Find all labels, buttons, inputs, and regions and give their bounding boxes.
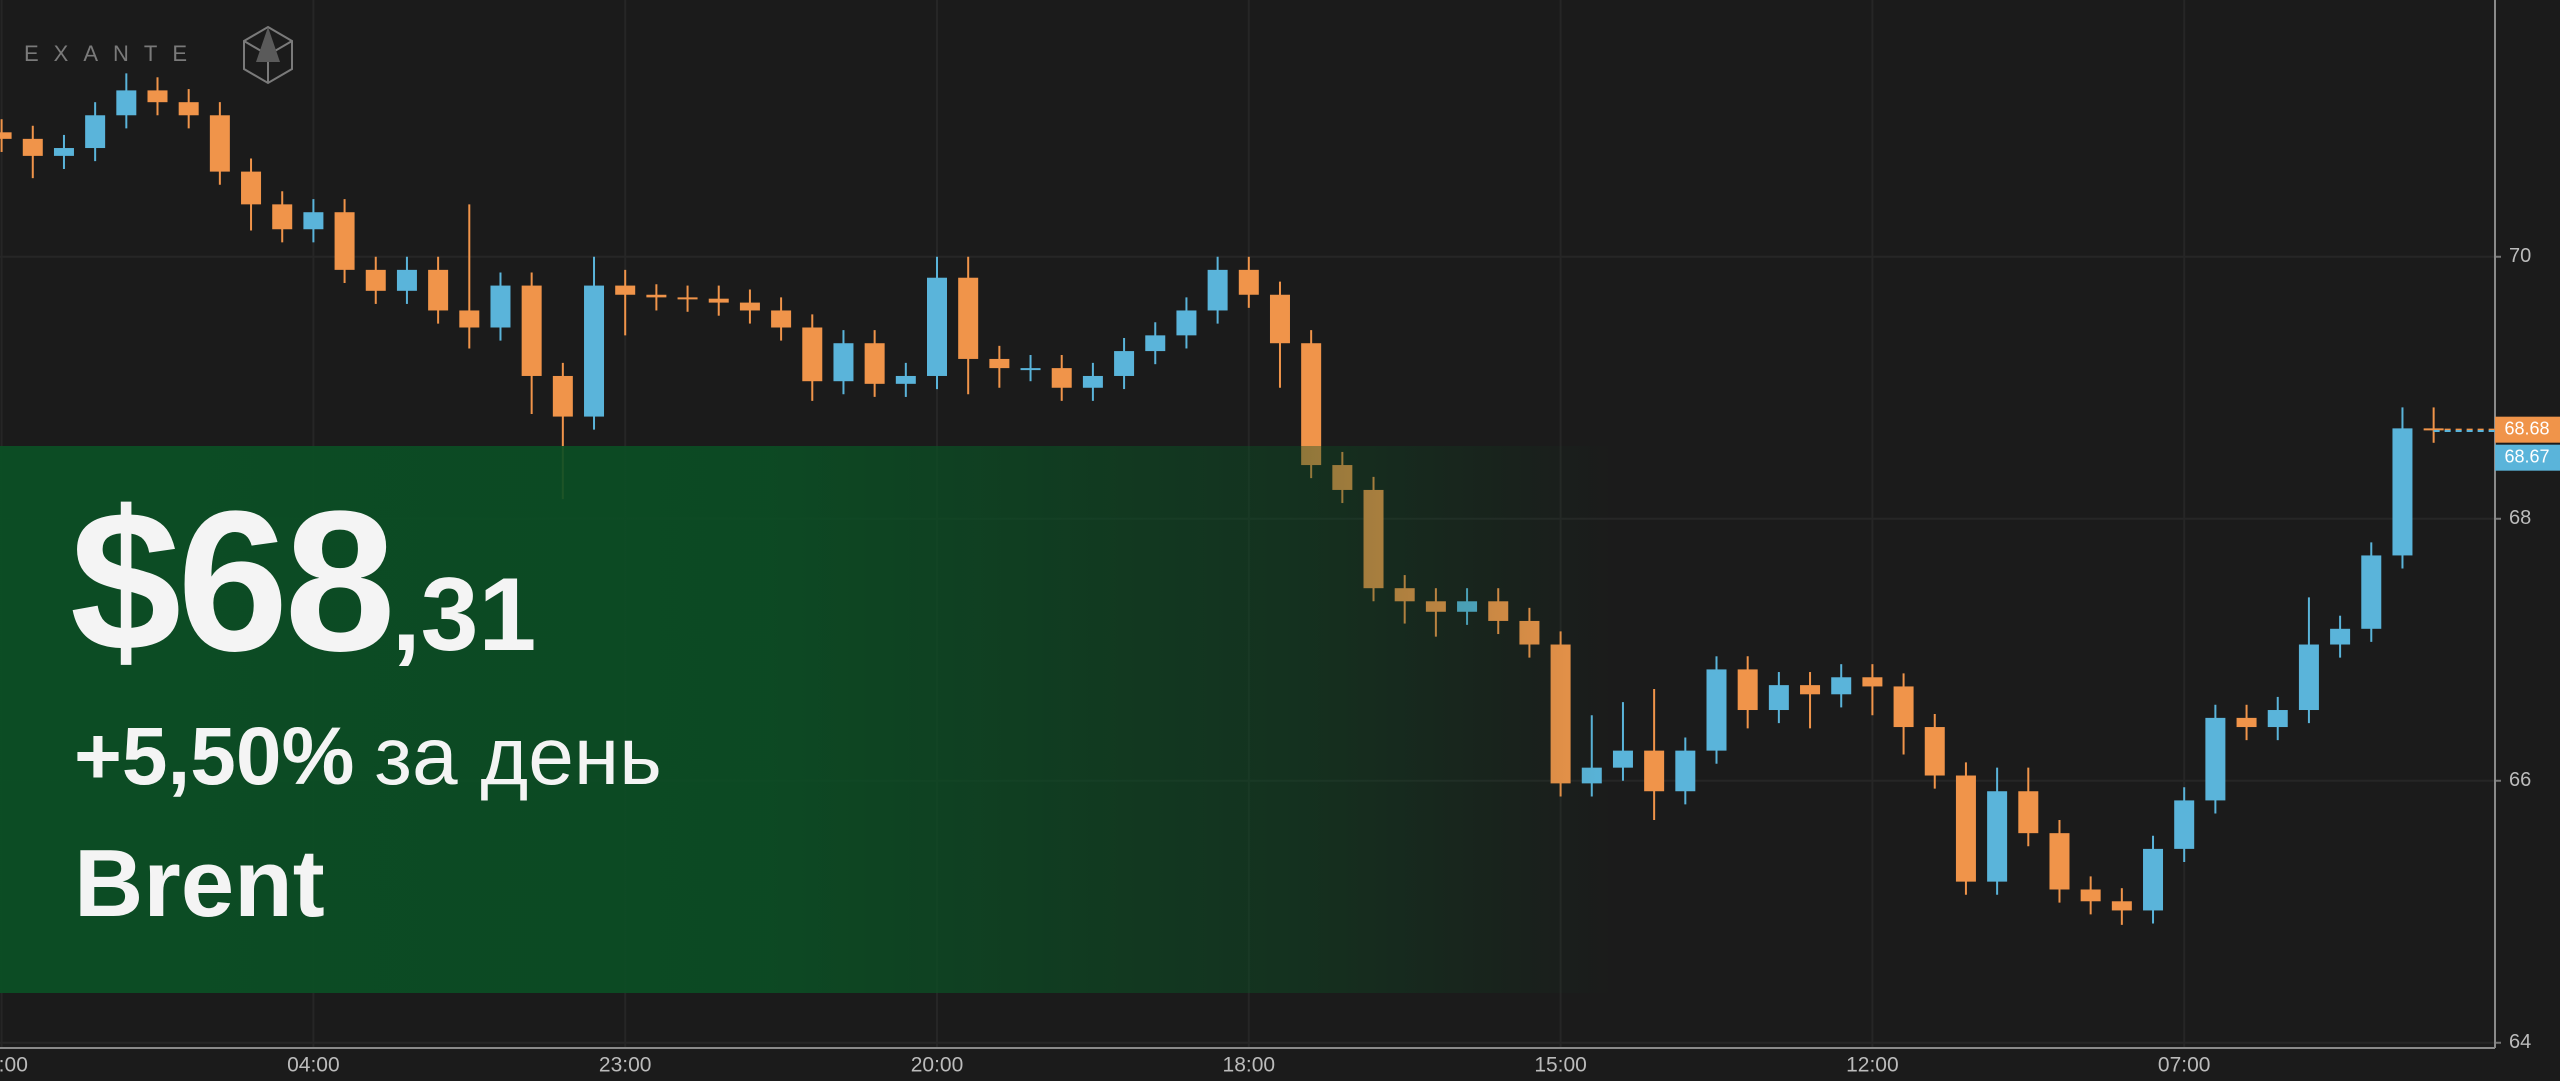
candle-body <box>0 132 12 139</box>
instrument: Brent <box>74 830 325 937</box>
y-tick-label: 70 <box>2509 245 2531 267</box>
candle-body <box>303 212 324 230</box>
candle-body <box>1051 368 1072 388</box>
candle-body <box>584 285 605 417</box>
candle-body <box>1301 343 1322 466</box>
x-tick-label: 07:00 <box>2158 1054 2211 1077</box>
candle-body <box>1114 351 1135 376</box>
candle-body <box>895 375 916 384</box>
x-tick-label: 04:00 <box>287 1054 340 1077</box>
candle-body <box>116 90 137 116</box>
candle-body <box>365 269 386 291</box>
candle-body <box>1020 368 1041 371</box>
x-tick-label: 00:00 <box>0 1054 28 1077</box>
candle-body <box>864 343 885 384</box>
candle-body <box>802 327 823 382</box>
change: +5,50% за день <box>74 716 662 798</box>
candle-body <box>646 294 667 298</box>
candle-body <box>428 269 449 311</box>
candle-body <box>147 90 168 103</box>
candle-body <box>615 285 636 295</box>
candle-body <box>1238 269 1259 295</box>
price-main: $68 <box>70 470 396 693</box>
candle-body <box>1176 310 1197 336</box>
x-tick-label: 20:00 <box>911 1054 964 1077</box>
change-suffix: за день <box>374 711 662 802</box>
candle-body <box>521 285 542 376</box>
candle-body <box>272 204 293 230</box>
candle-body <box>833 343 854 382</box>
x-tick-label: 23:00 <box>599 1054 652 1077</box>
candle-body <box>85 115 106 149</box>
candle-body <box>334 212 355 270</box>
y-tick-label: 64 <box>2509 1031 2531 1053</box>
candle-body <box>53 148 74 156</box>
candle-body <box>677 297 698 300</box>
candle-body <box>178 102 199 116</box>
candle-body <box>1207 269 1228 311</box>
candle-body <box>1145 335 1166 352</box>
candle-body <box>459 310 480 328</box>
logo-text: EXANTE <box>24 41 202 66</box>
price-tag-label: 68.68 <box>2504 418 2549 438</box>
candle-body <box>739 302 760 311</box>
candle-body <box>22 138 43 156</box>
change-value: +5,50% <box>74 711 355 802</box>
x-tick-label: 18:00 <box>1223 1054 1276 1077</box>
x-tick-label: 12:00 <box>1846 1054 1899 1077</box>
candle-body <box>241 171 262 205</box>
logo-icon <box>243 25 293 85</box>
candle-body <box>209 115 230 172</box>
candle-body <box>927 277 947 376</box>
price-fraction: ,31 <box>391 557 537 673</box>
candle-body <box>490 285 511 328</box>
candle-body <box>1269 294 1290 344</box>
price: $68,31 <box>70 482 536 682</box>
x-tick-label: 15:00 <box>1534 1054 1587 1077</box>
price-overlay: $68,31 +5,50% за день Brent <box>0 446 2560 993</box>
candle-body <box>396 269 417 291</box>
candle-body <box>552 375 573 417</box>
price-tag <box>2495 416 2560 443</box>
candle-body <box>989 358 1010 369</box>
candle-body <box>1082 375 1103 388</box>
candle-body <box>771 310 792 328</box>
candle-body <box>958 277 979 359</box>
candle-body <box>708 298 729 303</box>
